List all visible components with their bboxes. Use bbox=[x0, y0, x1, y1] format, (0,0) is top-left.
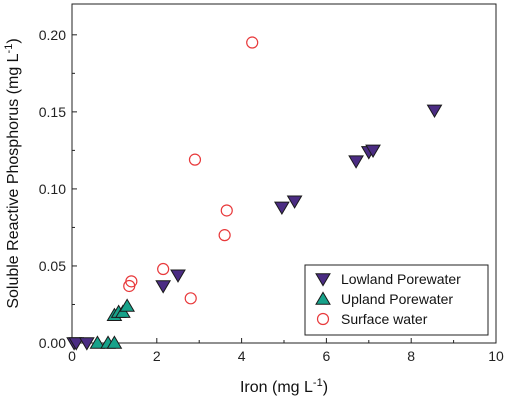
point-lowland-porewater bbox=[274, 201, 290, 216]
point-lowland-porewater bbox=[365, 144, 381, 159]
x-axis-title-main: Iron (mg L bbox=[240, 379, 313, 396]
legend-label-surface-water: Surface water bbox=[341, 311, 428, 327]
point-upland-porewater bbox=[89, 335, 106, 349]
point-lowland-porewater bbox=[348, 155, 364, 169]
x-axis-title: Iron (mg L-1) bbox=[240, 377, 328, 396]
point-surface-water bbox=[157, 262, 170, 276]
x-axis-ticks: 0 2 4 6 8 10 bbox=[68, 338, 504, 364]
y-axis-title-main: Soluble Reactive Phosphorus (mg L bbox=[5, 53, 22, 308]
point-lowland-porewater bbox=[170, 269, 186, 283]
x-tick-label: 10 bbox=[488, 348, 504, 364]
y-tick-label: 0.15 bbox=[39, 104, 66, 120]
point-lowland-porewater bbox=[78, 337, 95, 351]
legend: Lowland Porewater Upland Porewater Surfa… bbox=[304, 264, 489, 336]
legend-item-surface-water: Surface water bbox=[316, 311, 428, 327]
legend-label-upland-porewater: Upland Porewater bbox=[341, 291, 453, 307]
point-lowland-porewater bbox=[68, 337, 85, 351]
x-axis-title-sup: -1 bbox=[313, 377, 323, 389]
legend-box bbox=[304, 264, 489, 336]
x-tick-label: 2 bbox=[153, 348, 161, 364]
point-lowland-porewater bbox=[286, 195, 303, 209]
legend-marker-triangle-down bbox=[315, 273, 331, 287]
y-tick-label: 0.00 bbox=[39, 335, 66, 351]
point-surface-water bbox=[188, 153, 202, 166]
x-tick-label: 8 bbox=[407, 348, 415, 364]
point-surface-water bbox=[246, 36, 259, 49]
legend-item-lowland-porewater: Lowland Porewater bbox=[315, 271, 461, 287]
point-surface-water bbox=[125, 275, 138, 288]
x-tick-label: 0 bbox=[68, 348, 76, 364]
legend-item-upland-porewater: Upland Porewater bbox=[315, 291, 453, 307]
point-upland-porewater bbox=[119, 298, 135, 312]
legend-label-lowland-porewater: Lowland Porewater bbox=[341, 271, 461, 287]
point-upland-porewater bbox=[106, 335, 123, 349]
x-tick-label: 4 bbox=[238, 348, 246, 364]
x-tick-label: 6 bbox=[323, 348, 331, 364]
data-points bbox=[66, 36, 443, 351]
y-axis-title-sup: -1 bbox=[3, 44, 15, 54]
point-lowland-porewater bbox=[155, 280, 172, 294]
y-axis-title-close: ) bbox=[5, 38, 22, 43]
y-tick-label: 0.20 bbox=[39, 27, 66, 43]
y-tick-label: 0.05 bbox=[39, 258, 66, 274]
point-lowland-porewater bbox=[426, 104, 443, 118]
y-axis-title: Soluble Reactive Phosphorus (mg L-1) bbox=[3, 38, 22, 308]
legend-marker-triangle-up bbox=[315, 291, 331, 305]
point-surface-water bbox=[184, 292, 197, 305]
point-surface-water bbox=[220, 204, 233, 217]
y-axis-ticks: 0.00 0.05 0.10 0.15 0.20 bbox=[39, 27, 77, 351]
legend-marker-open-circle bbox=[316, 312, 330, 326]
y-tick-label: 0.10 bbox=[39, 181, 66, 197]
x-axis-title-close: ) bbox=[323, 379, 328, 396]
point-surface-water bbox=[218, 229, 231, 242]
